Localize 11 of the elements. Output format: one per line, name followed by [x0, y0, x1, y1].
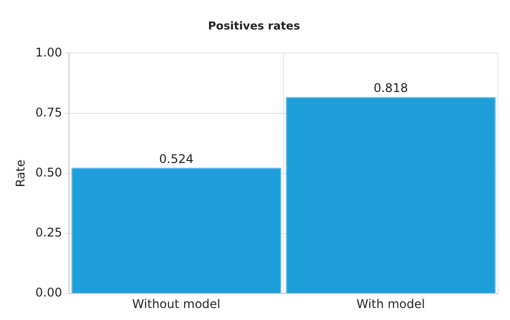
y-tick-label: 0.50 [35, 166, 62, 180]
x-tick-label: With model [356, 296, 425, 311]
y-tick-label: 0.75 [35, 105, 62, 120]
y-axis-title: Rate [13, 160, 28, 188]
chart-title: Positives rates [208, 19, 300, 32]
data-label: 0.524 [159, 152, 194, 166]
data-label: 0.818 [374, 81, 408, 96]
x-tick-label: Without model [132, 296, 220, 311]
y-tick-label: 0.00 [35, 286, 62, 300]
y-tick-label: 0.25 [35, 226, 62, 240]
y-tick-label: 1.00 [35, 45, 62, 60]
